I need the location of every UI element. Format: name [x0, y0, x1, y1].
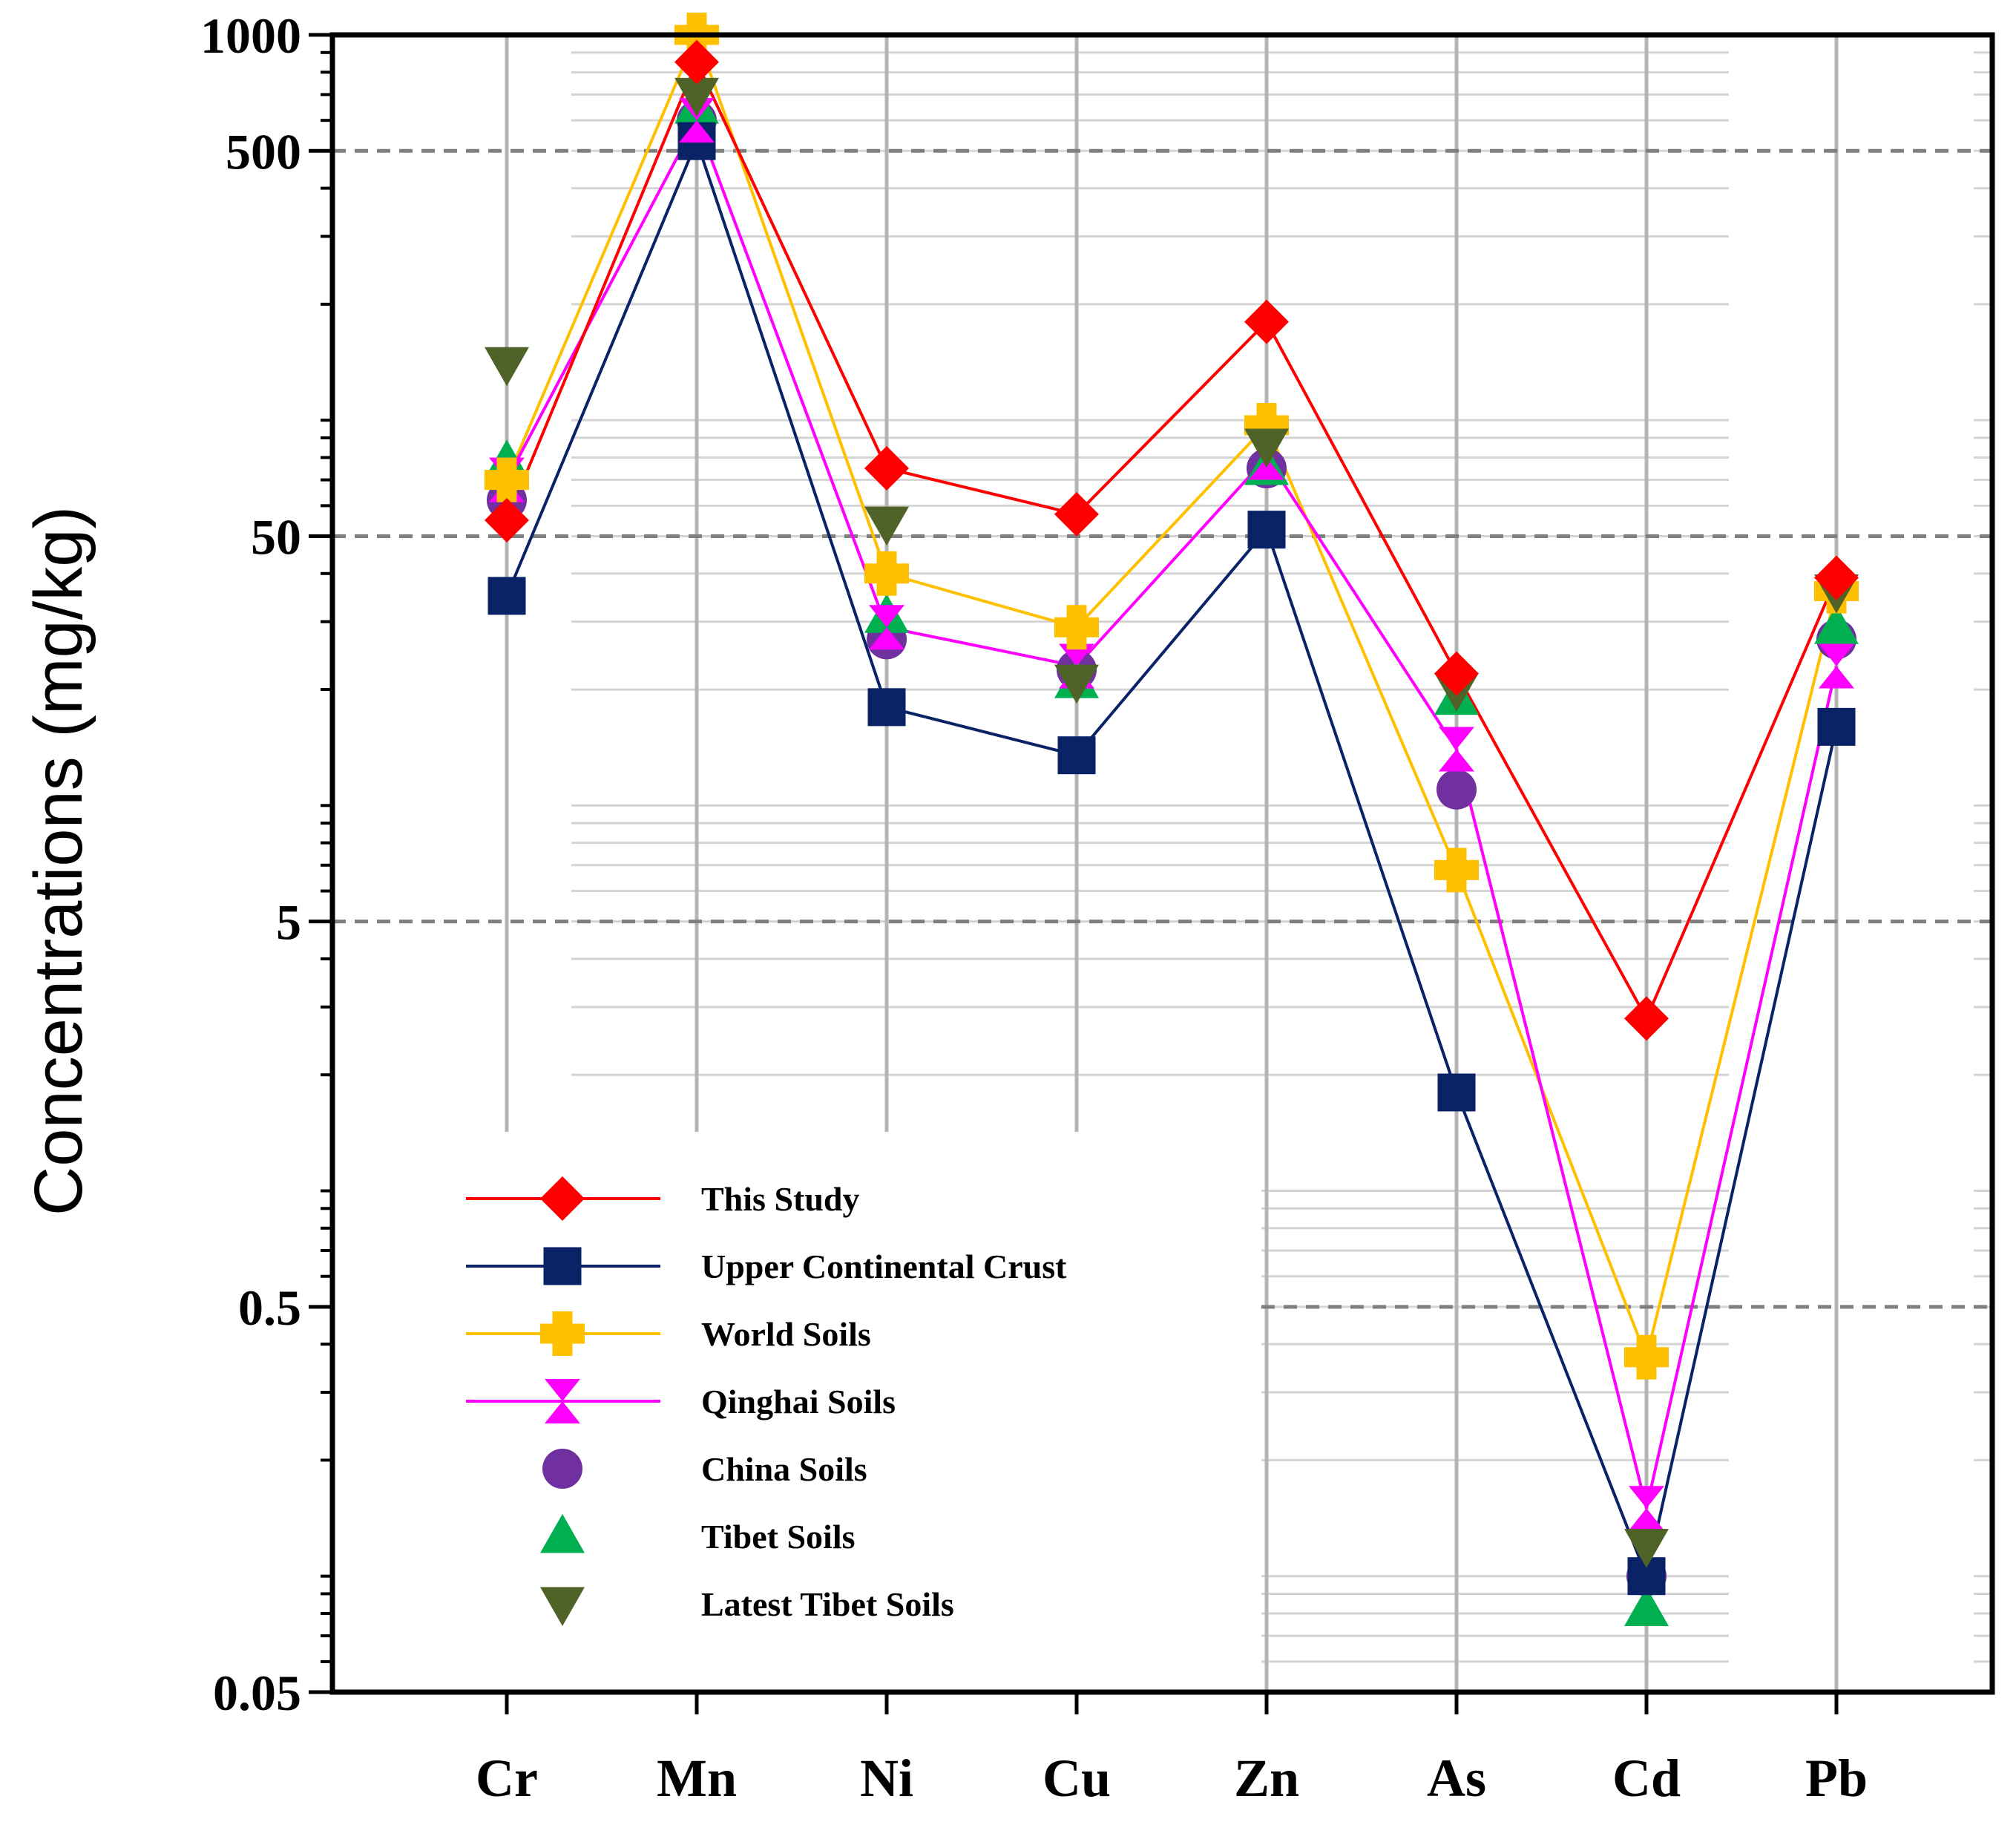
- series-line-qinghai-soils: [505, 117, 1838, 1509]
- point-world-soils-zn: [1244, 403, 1289, 448]
- point-latest-tibet-soils-cd: [1624, 1529, 1669, 1568]
- legend-marker: [540, 1176, 585, 1221]
- series-line-world-soils: [505, 30, 1838, 1363]
- point-qinghai-soils-pb: [1819, 643, 1854, 689]
- point-world-soils-as: [1434, 848, 1479, 893]
- plot-frame: [329, 32, 1995, 1695]
- y-tick-label: 1000: [200, 7, 301, 64]
- y-tick-label: 0.5: [238, 1279, 301, 1336]
- point-latest-tibet-soils-zn: [1244, 428, 1289, 468]
- x-tick-label-ni: Ni: [860, 1749, 913, 1808]
- point-world-soils-cr: [485, 457, 529, 502]
- series-line-upper-continental-crust: [505, 137, 1838, 1582]
- x-tick-label-mn: Mn: [657, 1749, 737, 1808]
- point-tibet-soils-pb: [1814, 605, 1859, 644]
- series-line-this-study: [505, 58, 1838, 1022]
- legend-item-latest-tibet-soils: Latest Tibet Soils: [540, 1585, 954, 1626]
- point-qinghai-soils-mn: [679, 98, 715, 143]
- legend-label: Qinghai Soils: [701, 1383, 896, 1420]
- point-latest-tibet-soils-cu: [1054, 664, 1099, 704]
- legend-marker: [545, 1379, 580, 1423]
- point-latest-tibet-soils-cr: [485, 347, 529, 387]
- y-tick-label: 0.05: [213, 1665, 301, 1721]
- point-upper-continental-crust-cr: [487, 577, 526, 615]
- axis-layer: 1000 500 50 5 0.5 0.05 Cr Mn Ni Cu Zn As Cd Pb: [200, 7, 1868, 1808]
- legend-label: This Study: [701, 1180, 860, 1218]
- y-axis-label: Concentrations (mg/kg): [21, 506, 96, 1216]
- legend-label: China Soils: [701, 1450, 867, 1488]
- legend-label: Upper Continental Crust: [701, 1248, 1067, 1285]
- y-tick-label: 50: [251, 508, 301, 565]
- legend-marker: [542, 1449, 582, 1489]
- point-this-study-cr: [485, 497, 529, 543]
- legend-label: Tibet Soils: [701, 1518, 856, 1556]
- legend-item-upper-continental-crust: Upper Continental Crust: [466, 1247, 1067, 1285]
- x-tick-label-as: As: [1427, 1749, 1486, 1808]
- x-tick-label-cu: Cu: [1043, 1749, 1111, 1808]
- point-upper-continental-crust-ni: [867, 688, 906, 727]
- point-upper-continental-crust-pb: [1817, 707, 1856, 746]
- point-this-study-as: [1434, 651, 1479, 696]
- legend-marker: [543, 1247, 582, 1285]
- x-tick-label-zn: Zn: [1234, 1749, 1299, 1808]
- point-this-study-mn: [674, 39, 719, 85]
- legend-marker: [540, 1311, 585, 1356]
- point-china-soils-as: [1437, 769, 1477, 810]
- point-world-soils-cd: [1624, 1334, 1669, 1380]
- legend-item-world-soils: World Soils: [466, 1311, 871, 1356]
- legend-marker: [540, 1514, 585, 1553]
- point-world-soils-ni: [864, 551, 909, 596]
- point-world-soils-cu: [1054, 605, 1099, 650]
- legend: This Study Upper Continental Crust World S…: [466, 1176, 1067, 1626]
- grid-layer: [332, 35, 1992, 1692]
- point-upper-continental-crust-cu: [1057, 736, 1096, 775]
- x-tick-label-pb: Pb: [1805, 1749, 1868, 1808]
- series-layer: [485, 13, 1859, 1626]
- legend-item-qinghai-soils: Qinghai Soils: [466, 1379, 896, 1423]
- point-qinghai-soils-ni: [869, 605, 904, 650]
- y-tick-label: 5: [276, 894, 301, 951]
- point-this-study-cu: [1054, 491, 1099, 537]
- point-this-study-pb: [1814, 555, 1859, 600]
- legend-item-tibet-soils: Tibet Soils: [540, 1514, 856, 1556]
- point-this-study-cd: [1624, 996, 1669, 1041]
- point-this-study-zn: [1244, 299, 1289, 344]
- point-latest-tibet-soils-ni: [864, 506, 909, 546]
- legend-item-china-soils: China Soils: [542, 1449, 867, 1489]
- point-upper-continental-crust-zn: [1247, 511, 1286, 549]
- point-latest-tibet-soils-mn: [674, 77, 719, 117]
- point-this-study-ni: [864, 446, 909, 491]
- legend-label: World Soils: [701, 1315, 871, 1353]
- legend-marker: [540, 1587, 585, 1626]
- x-tick-label-cr: Cr: [476, 1749, 538, 1808]
- point-upper-continental-crust-as: [1437, 1073, 1476, 1112]
- point-qinghai-soils-as: [1439, 727, 1474, 772]
- y-tick-label: 500: [226, 123, 301, 180]
- legend-label: Latest Tibet Soils: [701, 1585, 954, 1623]
- point-tibet-soils-cd: [1624, 1587, 1669, 1626]
- legend-item-this-study: This Study: [466, 1176, 860, 1221]
- x-tick-label-cd: Cd: [1612, 1749, 1681, 1808]
- point-qinghai-soils-cd: [1629, 1486, 1664, 1531]
